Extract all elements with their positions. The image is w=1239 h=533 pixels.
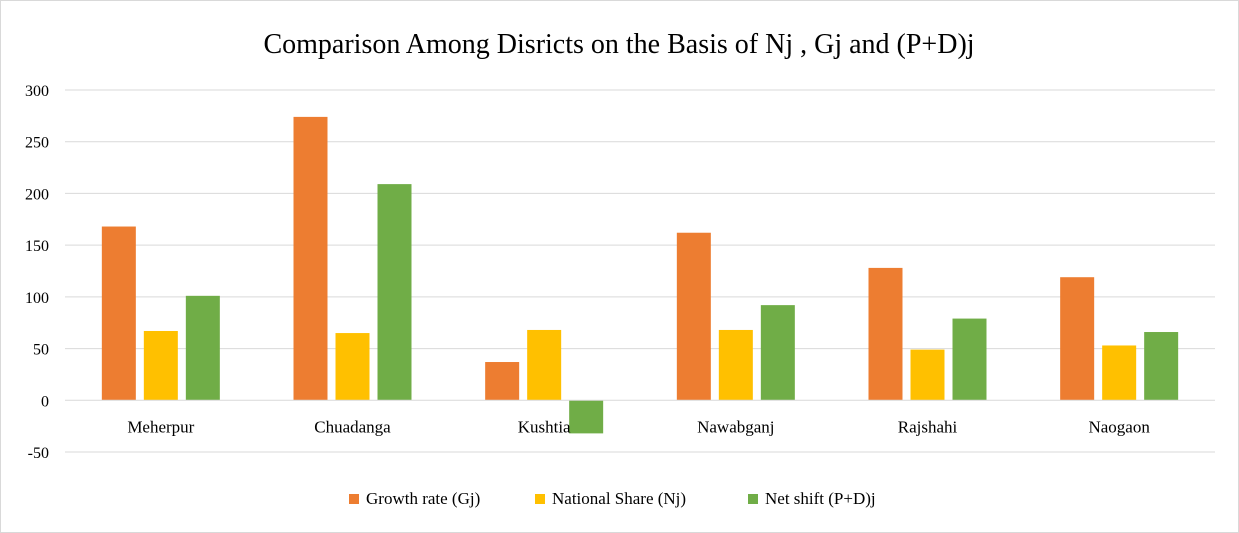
gridlines [65, 89, 1215, 453]
bar [569, 400, 604, 434]
bar [910, 349, 945, 401]
y-tick-label: 300 [25, 83, 49, 100]
bar [1144, 332, 1179, 401]
category-label: Kushtia [518, 417, 571, 436]
chart-title: Comparison Among Disricts on the Basis o… [263, 29, 974, 60]
category-label: Nawabganj [697, 417, 774, 436]
category-label: Naogaon [1088, 417, 1150, 436]
y-tick-label: -50 [28, 445, 49, 462]
bars [101, 116, 1179, 434]
y-tick-label: 200 [25, 186, 49, 203]
bar [760, 305, 795, 401]
bar [1060, 277, 1095, 401]
y-tick-label: 100 [25, 290, 49, 307]
bar [952, 318, 987, 401]
y-tick-label: 250 [25, 135, 49, 152]
bar [101, 226, 136, 401]
y-tick-label: 0 [41, 393, 49, 410]
legend: Growth rate (Gj) National Share (Nj) Net s… [349, 489, 876, 508]
bar [868, 267, 903, 401]
bar [527, 329, 562, 401]
category-labels: Meherpur Chuadanga Kushtia Nawabganj Rajshah… [127, 417, 1150, 436]
bar [335, 333, 370, 401]
bar [143, 330, 178, 401]
legend-swatch [535, 494, 545, 504]
legend-label: Net shift (P+D)j [765, 489, 876, 508]
category-label: Meherpur [127, 417, 194, 436]
legend-label: Growth rate (Gj) [366, 489, 480, 508]
y-tick-label: 150 [25, 238, 49, 255]
legend-swatch [349, 494, 359, 504]
legend-label: National Share (Nj) [552, 489, 686, 508]
category-label: Rajshahi [898, 417, 958, 436]
bar [377, 184, 412, 401]
bar [485, 362, 520, 401]
bar [676, 232, 711, 401]
y-axis-ticks: -50 0 50 100 150 200 250 300 [25, 83, 49, 462]
legend-swatch [748, 494, 758, 504]
category-label: Chuadanga [314, 417, 391, 436]
bar [1102, 345, 1137, 401]
bar [293, 116, 328, 401]
bar [718, 329, 753, 401]
bar [185, 295, 220, 401]
y-tick-label: 50 [33, 342, 49, 359]
